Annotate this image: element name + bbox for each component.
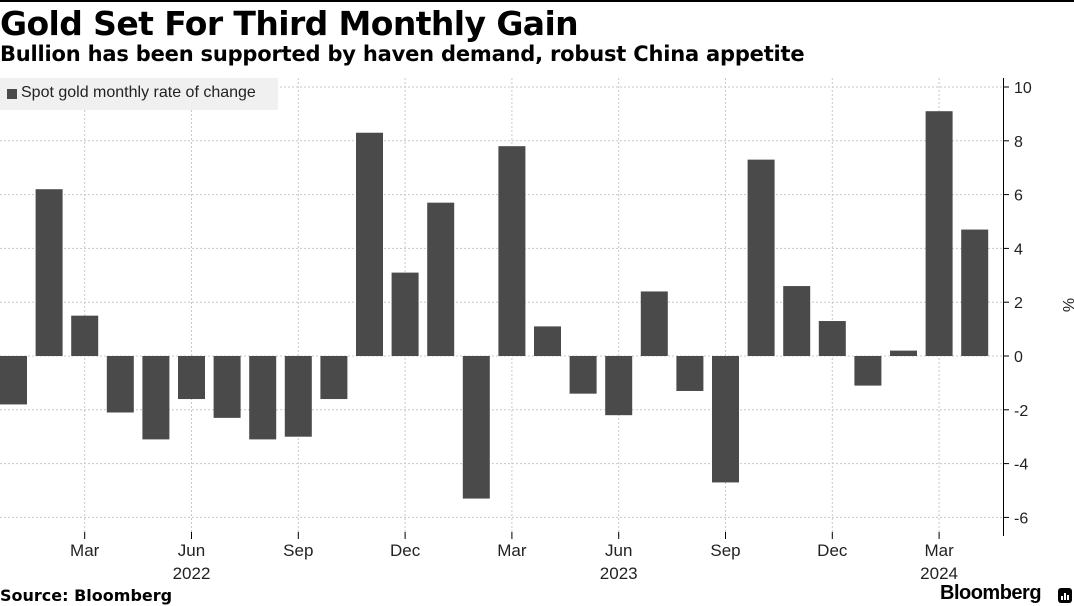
legend-label: Spot gold monthly rate of change (21, 84, 256, 101)
y-tick-label: 0 (1014, 349, 1023, 366)
bar (35, 189, 63, 356)
x-tick-label: Mar (70, 541, 100, 560)
bar (605, 356, 633, 416)
bar (142, 356, 170, 440)
legend: Spot gold monthly rate of change (0, 78, 278, 110)
x-year-label: 2023 (600, 564, 638, 583)
top-rule (0, 0, 1074, 2)
x-tick-label: Sep (283, 541, 313, 560)
x-tick-label: Jun (178, 541, 205, 560)
y-tick-label: -4 (1014, 457, 1028, 474)
bar (569, 356, 597, 394)
chart-subtitle: Bullion has been supported by haven dema… (0, 42, 805, 66)
chart-title: Gold Set For Third Monthly Gain (0, 4, 579, 43)
x-tick-label: Mar (497, 541, 527, 560)
x-year-label: 2022 (173, 564, 211, 583)
bar (676, 356, 704, 391)
bar (178, 356, 205, 400)
bar (249, 356, 277, 440)
x-year-label: 2024 (920, 564, 958, 583)
bar (712, 356, 739, 483)
bar (854, 356, 882, 386)
y-tick-label: 4 (1014, 241, 1023, 258)
bar (0, 356, 27, 405)
bar (925, 111, 953, 357)
y-tick-label: -2 (1014, 403, 1028, 420)
bar (961, 229, 989, 356)
bar (106, 356, 134, 413)
y-tick-label: 2 (1014, 295, 1023, 312)
bar (391, 272, 419, 356)
bar (534, 326, 561, 356)
y-tick-label: 6 (1014, 188, 1023, 205)
bar (890, 350, 917, 356)
y-axis-unit-label: % (1059, 298, 1074, 312)
x-tick-label: Sep (710, 541, 740, 560)
bar (747, 159, 775, 356)
bar (356, 132, 383, 356)
bar (427, 202, 455, 356)
x-tick-label: Dec (390, 541, 421, 560)
bar (213, 356, 241, 418)
bar (498, 146, 526, 356)
x-tick-label: Jun (605, 541, 632, 560)
x-tick-label: Mar (924, 541, 954, 560)
y-tick-label: -6 (1014, 510, 1028, 527)
bloomberg-terminal-icon (1058, 588, 1072, 603)
bar (783, 286, 811, 356)
y-tick-label: 8 (1014, 134, 1023, 151)
x-tick-label: Dec (817, 541, 848, 560)
bar (818, 321, 846, 356)
brand-logo: Bloomberg (940, 582, 1042, 604)
legend-swatch (7, 89, 17, 99)
bar (284, 356, 312, 437)
bar (462, 356, 490, 499)
bar (71, 315, 99, 356)
bar (320, 356, 348, 400)
y-tick-label: 10 (1014, 80, 1032, 97)
source-note: Source: Bloomberg (0, 586, 173, 605)
bar (640, 291, 668, 356)
